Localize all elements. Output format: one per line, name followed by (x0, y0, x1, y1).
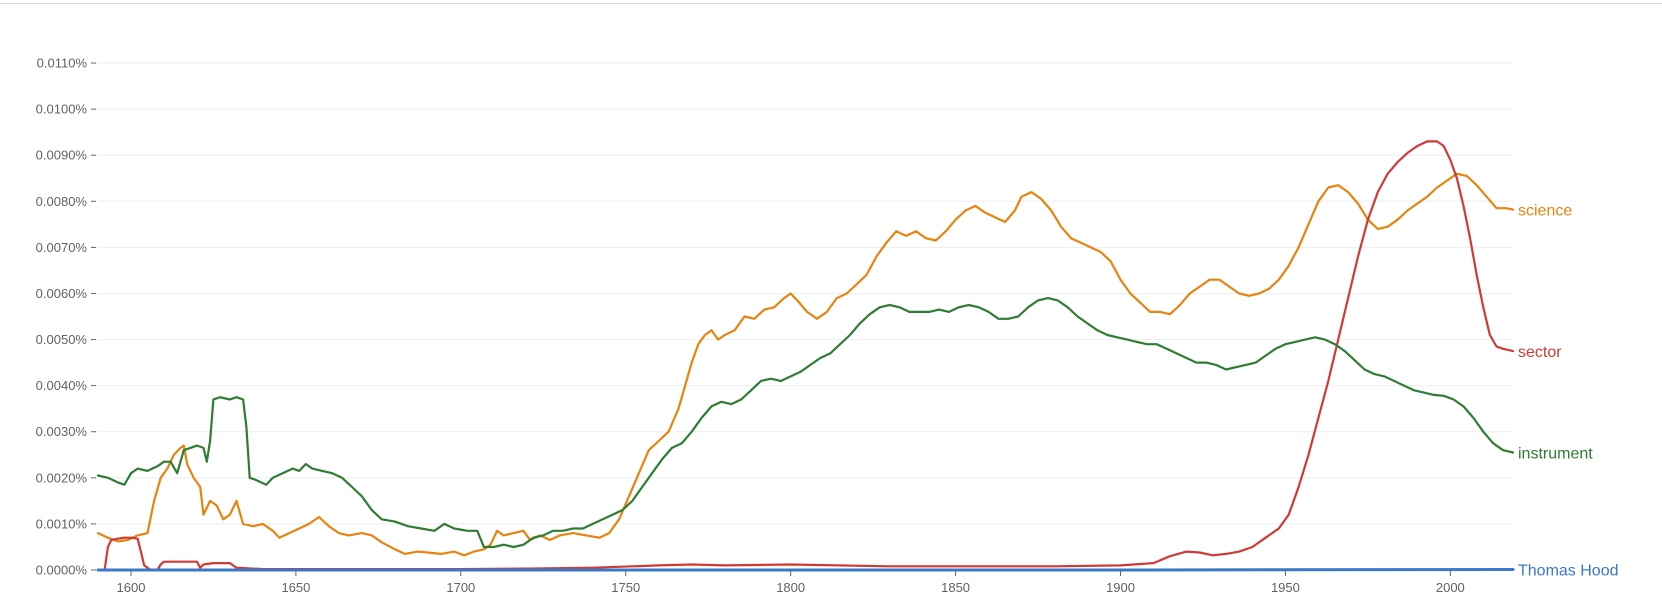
series-label-science[interactable]: science (1518, 203, 1572, 220)
series-label-instrument[interactable]: instrument (1518, 445, 1593, 462)
x-tick-label: 2000 (1436, 580, 1465, 595)
y-tick-label: 0.0050% (36, 332, 88, 347)
series-labels: science sector instrument Thomas Hood (1518, 203, 1619, 580)
grid-lines (98, 62, 1513, 525)
y-tick-label: 0.0030% (36, 424, 88, 439)
x-tick-label: 1750 (611, 580, 640, 595)
y-tick-label: 0.0060% (36, 286, 88, 301)
x-tick-label: 1850 (941, 580, 970, 595)
y-tick-label: 0.0070% (36, 240, 88, 255)
y-tick-label: 0.0010% (36, 516, 88, 531)
y-axis: 0.0000% 0.0010% 0.0020% 0.0030% 0.0040% 0.005… (36, 56, 96, 578)
series-line-thomas-hood[interactable] (96, 568, 1515, 572)
series-lines (96, 140, 1515, 572)
x-tick-label: 1600 (117, 580, 146, 595)
x-tick-label: 1700 (446, 580, 475, 595)
y-tick-label: 0.0040% (36, 378, 88, 393)
top-border (0, 0, 1662, 4)
y-tick-label: 0.0100% (36, 102, 88, 117)
series-line-instrument[interactable] (96, 297, 1515, 549)
y-tick-label: 0.0090% (36, 148, 88, 163)
series-label-sector[interactable]: sector (1518, 344, 1562, 361)
series-line-science[interactable] (96, 172, 1515, 557)
x-tick-label: 1950 (1271, 580, 1300, 595)
x-axis: 1600 1650 1700 1750 1800 1850 1900 1950 2000 (117, 571, 1465, 595)
y-tick-label: 0.0110% (37, 56, 88, 71)
series-label-thomas-hood[interactable]: Thomas Hood (1518, 563, 1619, 580)
series-line-sector[interactable] (96, 140, 1515, 572)
x-tick-label: 1900 (1106, 580, 1135, 595)
y-tick-label: 0.0000% (36, 563, 88, 578)
y-tick-label: 0.0080% (36, 194, 88, 209)
y-tick-label: 0.0020% (36, 470, 88, 485)
x-tick-label: 1650 (281, 580, 310, 595)
x-tick-label: 1800 (776, 580, 805, 595)
